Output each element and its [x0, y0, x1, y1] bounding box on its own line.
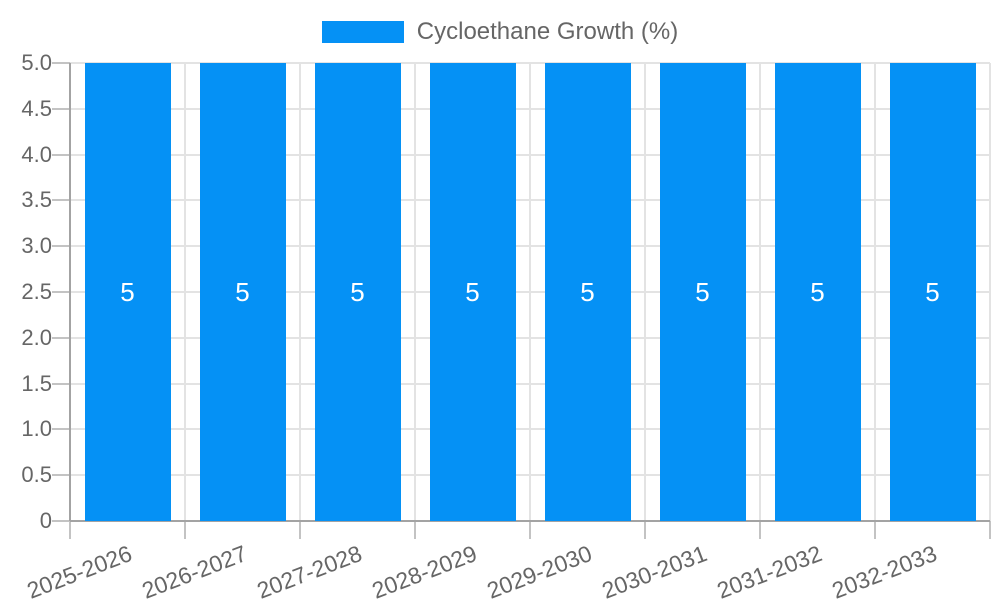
x-axis-tick [184, 521, 186, 539]
legend[interactable]: Cycloethane Growth (%) [0, 18, 1000, 46]
x-axis-tick [299, 521, 301, 539]
y-axis-tick [52, 199, 70, 201]
category-gridline [299, 63, 301, 521]
bar[interactable] [774, 63, 861, 521]
y-axis-tick [52, 291, 70, 293]
bar[interactable] [199, 63, 286, 521]
bar-value-label: 5 [925, 277, 940, 307]
y-tick-label: 0.5 [21, 462, 52, 487]
category-gridline [759, 63, 761, 521]
category-gridline [874, 63, 876, 521]
y-tick-label: 5.0 [21, 50, 52, 75]
x-axis-tick [874, 521, 876, 539]
x-axis-tick [989, 521, 991, 539]
bar-value-label: 5 [235, 277, 250, 307]
y-tick-label: 1.5 [21, 371, 52, 396]
bar-value-label: 5 [120, 277, 135, 307]
category-gridline [989, 63, 991, 521]
bar[interactable] [314, 63, 401, 521]
y-axis-tick [52, 383, 70, 385]
y-axis-tick [52, 245, 70, 247]
bar[interactable] [544, 63, 631, 521]
legend-swatch [321, 21, 404, 43]
y-axis-tick [52, 108, 70, 110]
y-axis-tick [52, 154, 70, 156]
y-axis-tick [52, 428, 70, 430]
y-tick-label: 2.0 [21, 325, 52, 350]
y-tick-label: 1.0 [21, 416, 52, 441]
y-tick-label: 0 [39, 508, 52, 533]
category-gridline [184, 63, 186, 521]
category-gridline [529, 63, 531, 521]
x-axis-tick [644, 521, 646, 539]
y-tick-label: 4.0 [21, 142, 52, 167]
category-gridline [644, 63, 646, 521]
y-tick-label: 2.5 [21, 279, 52, 304]
bar[interactable] [889, 63, 976, 521]
bar[interactable] [429, 63, 516, 521]
x-axis-line [70, 520, 990, 522]
bar-value-label: 5 [350, 277, 365, 307]
bar[interactable] [659, 63, 746, 521]
x-axis-tick [414, 521, 416, 539]
y-axis-tick [52, 337, 70, 339]
y-axis-tick [52, 520, 70, 522]
bar[interactable] [84, 63, 171, 521]
bar-value-label: 5 [810, 277, 825, 307]
y-tick-label: 3.5 [21, 187, 52, 212]
y-axis-line [69, 63, 71, 521]
bar-value-label: 5 [695, 277, 710, 307]
y-tick-label: 4.5 [21, 96, 52, 121]
y-axis-tick [52, 62, 70, 64]
y-axis-tick [52, 474, 70, 476]
x-axis-tick [529, 521, 531, 539]
y-tick-label: 3.0 [21, 233, 52, 258]
bar-value-label: 5 [580, 277, 595, 307]
plot-area: 5.0 4.5 4.0 3.5 3.0 2.5 2.0 1.5 1.0 0.5 0 5 2025-202… [21, 50, 991, 600]
bar-value-label: 5 [465, 277, 480, 307]
legend-label: Cycloethane Growth (%) [416, 18, 679, 45]
category-gridline [414, 63, 416, 521]
x-axis-tick [759, 521, 761, 539]
x-axis-tick [69, 521, 71, 539]
